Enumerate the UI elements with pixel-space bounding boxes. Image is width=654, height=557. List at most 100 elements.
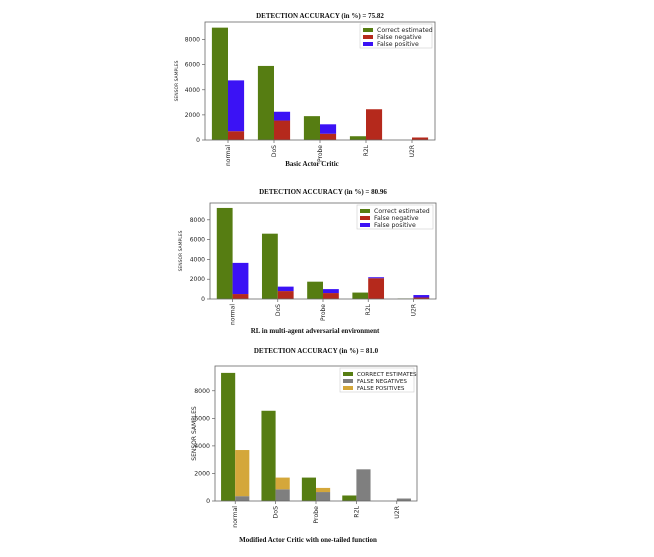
bar-false-negative <box>320 133 337 140</box>
bar-false-negative <box>413 297 430 299</box>
bar-false-negatives <box>275 489 290 501</box>
legend-label: Correct estimated <box>377 27 433 34</box>
bar-false-positive <box>413 295 430 298</box>
x-tick-label: DoS <box>275 304 282 316</box>
bar-false-positive <box>274 111 291 121</box>
x-tick-label: Probe <box>317 145 324 162</box>
legend-swatch <box>363 28 373 32</box>
legend-label: CORRECT ESTIMATES <box>357 372 417 378</box>
bar-false-negatives <box>316 492 331 501</box>
bar-false-negatives <box>396 498 411 501</box>
bar-correct-estimated <box>307 281 323 299</box>
legend-label: False negative <box>374 215 419 222</box>
x-tick-label: Probe <box>313 506 320 524</box>
bar-correct-estimates <box>261 410 276 501</box>
legend-swatch <box>363 42 373 46</box>
y-tick-label: 2000 <box>190 276 205 283</box>
bar-false-negative <box>277 291 294 299</box>
y-tick-label: 4000 <box>185 87 200 94</box>
y-tick-label: 2000 <box>194 470 210 477</box>
legend-label: False negative <box>377 34 422 41</box>
y-tick-label: 0 <box>206 498 210 505</box>
legend-swatch <box>343 379 353 383</box>
x-tick-label: U2R <box>409 145 416 157</box>
legend-swatch <box>343 372 353 376</box>
bar-false-negative <box>228 131 245 140</box>
x-tick-label: normal <box>225 145 232 166</box>
bar-false-negative <box>368 278 385 299</box>
chart-2: DETECTION ACCURACY (in %) = 80.96 RL in m… <box>178 188 437 335</box>
bar-false-negative <box>323 293 339 299</box>
bar-correct-estimates <box>301 477 316 501</box>
bar-correct-estimated <box>257 65 274 140</box>
y-tick-label: 8000 <box>185 37 200 44</box>
y-axis-label: SENSOR SAMPLES <box>178 230 184 271</box>
x-tick-label: R2L <box>353 505 360 517</box>
bar-false-negative <box>412 137 429 140</box>
bar-false-positive <box>277 286 294 292</box>
bar-correct-estimated <box>352 292 369 299</box>
y-tick-label: 6000 <box>185 62 200 69</box>
bar-false-positives <box>235 450 250 497</box>
bar-correct-estimates <box>342 495 357 501</box>
y-tick-label: 4000 <box>194 443 210 450</box>
chart-title: DETECTION ACCURACY (in %) = 75.82 <box>256 12 384 20</box>
legend-label: Correct estimated <box>374 208 430 215</box>
chart-1: DETECTION ACCURACY (in %) = 75.82 Basic A… <box>174 12 436 168</box>
y-tick-label: 4000 <box>190 256 205 263</box>
bar-false-negatives <box>235 496 250 501</box>
y-tick-label: 2000 <box>185 112 200 119</box>
bar-false-negatives <box>356 469 371 501</box>
legend-swatch <box>360 216 370 220</box>
x-tick-label: U2R <box>394 505 401 518</box>
y-tick-label: 6000 <box>194 415 210 422</box>
plot-frame <box>214 365 418 502</box>
chart-caption: Basic Actor Critic <box>285 160 339 168</box>
legend-swatch <box>360 223 370 227</box>
plot-frame <box>209 202 437 300</box>
bar-false-positive <box>228 80 245 132</box>
legend-label: FALSE POSITIVES <box>357 386 405 392</box>
bar-false-positives <box>275 477 290 490</box>
chart-3: DETECTION ACCURACY (in %) = 81.0 Modified… <box>191 347 418 544</box>
x-tick-label: R2L <box>363 144 370 156</box>
bar-false-negative <box>274 120 291 140</box>
y-tick-label: 8000 <box>194 388 210 395</box>
bar-false-negative <box>232 294 249 299</box>
x-tick-label: R2L <box>365 303 372 315</box>
bar-false-positive <box>232 262 249 295</box>
bar-false-positive <box>323 289 339 294</box>
bar-correct-estimated <box>216 207 233 299</box>
chart-title: DETECTION ACCURACY (in %) = 81.0 <box>254 347 379 355</box>
x-tick-label: normal <box>230 304 237 325</box>
bar-correct-estimated <box>211 27 228 141</box>
chart-title: DETECTION ACCURACY (in %) = 80.96 <box>259 188 387 196</box>
x-tick-label: DoS <box>271 145 278 157</box>
plot-frame <box>204 21 436 141</box>
bar-correct-estimates <box>221 372 236 501</box>
bar-false-positive <box>320 124 337 134</box>
y-axis-label: SENSOR SAMPLES <box>174 60 180 101</box>
x-tick-label: normal <box>232 506 239 528</box>
legend-label: False positive <box>374 222 416 229</box>
bar-correct-estimated <box>261 233 278 299</box>
legend-swatch <box>360 209 370 213</box>
y-tick-label: 0 <box>201 296 205 303</box>
legend-swatch <box>363 35 373 39</box>
legend-label: False positive <box>377 41 419 48</box>
x-tick-label: Probe <box>320 304 327 321</box>
bar-correct-estimated <box>349 136 366 140</box>
chart-caption: Modified Actor Critic with one-tailed fu… <box>239 536 377 544</box>
bar-false-positive <box>368 277 385 279</box>
x-tick-label: DoS <box>273 506 280 519</box>
legend-label: FALSE NEGATIVES <box>357 379 407 385</box>
bar-correct-estimated <box>303 116 320 140</box>
y-tick-label: 0 <box>196 137 200 144</box>
bar-false-negative <box>366 109 383 140</box>
y-tick-label: 6000 <box>190 237 205 244</box>
x-tick-label: U2R <box>410 304 417 316</box>
y-axis-label: SENSOR SAMPLES <box>191 406 198 461</box>
y-tick-label: 8000 <box>190 217 205 224</box>
chart-caption: RL in multi-agent adversarial environmen… <box>251 327 380 335</box>
